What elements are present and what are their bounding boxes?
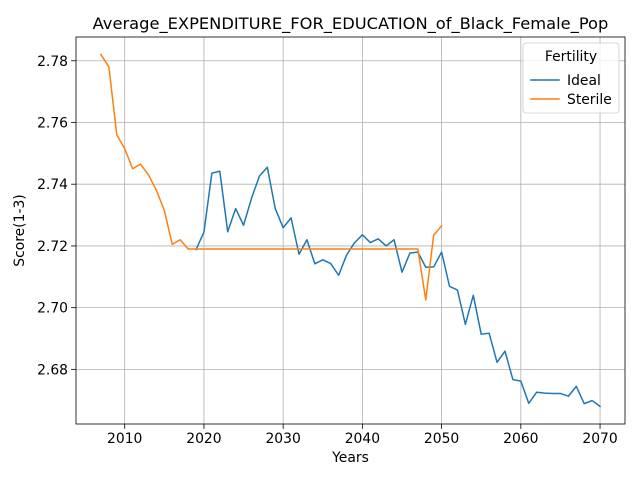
x-tick-label: 2010 xyxy=(107,431,142,447)
legend: Fertility Ideal Sterile xyxy=(523,43,619,113)
y-tick-label: 2.70 xyxy=(37,301,68,317)
x-axis-label: Years xyxy=(331,450,369,466)
y-tick-label: 2.76 xyxy=(37,115,68,131)
x-tick-label: 2040 xyxy=(345,431,380,447)
legend-title: Fertility xyxy=(545,49,597,65)
x-tick-label: 2030 xyxy=(265,431,300,447)
x-tick-label: 2070 xyxy=(582,431,617,447)
legend-label-sterile: Sterile xyxy=(567,92,612,108)
chart-title: Average_EXPENDITURE_FOR_EDUCATION_of_Bla… xyxy=(93,14,609,34)
x-tick-label: 2050 xyxy=(424,431,459,447)
x-tick-label: 2060 xyxy=(503,431,538,447)
y-tick-label: 2.72 xyxy=(37,239,68,255)
legend-label-ideal: Ideal xyxy=(567,73,601,89)
x-tick-label: 2020 xyxy=(186,431,221,447)
y-tick-label: 2.74 xyxy=(37,177,68,193)
y-axis-label: Score(1-3) xyxy=(12,194,28,266)
y-tick-label: 2.78 xyxy=(37,54,68,70)
y-tick-label: 2.68 xyxy=(37,362,68,378)
